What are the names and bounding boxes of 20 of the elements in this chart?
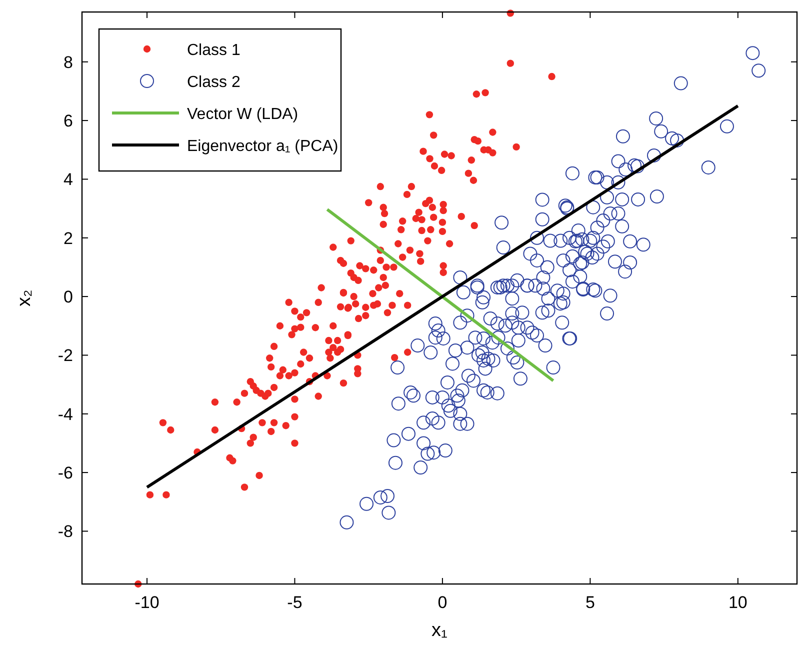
- y-tick-label: -6: [58, 464, 73, 483]
- y-tick-label: 0: [64, 288, 73, 307]
- y-axis-title: x₂: [14, 290, 35, 306]
- legend-label: Vector W (LDA): [187, 106, 298, 123]
- legend-label: Eigenvector a₁ (PCA): [187, 138, 338, 155]
- y-tick-label: -2: [58, 346, 73, 366]
- y-tick-label: -4: [58, 404, 73, 424]
- legend-label: Class 1: [187, 42, 240, 59]
- x-tick-label: 0: [438, 593, 448, 612]
- x-axis-title: x₁: [432, 620, 448, 641]
- y-tick-label: 4: [64, 170, 73, 190]
- x-tick-label: 10: [728, 593, 748, 612]
- y-tick-label: 8: [64, 52, 73, 72]
- y-tick-label: 6: [64, 112, 73, 131]
- x-tick-label: -10: [134, 593, 160, 612]
- y-tick-label: 2: [64, 228, 73, 248]
- y-tick-label: -8: [58, 522, 73, 542]
- legend-label: Class 2: [187, 74, 240, 91]
- x-tick-label: -5: [287, 593, 302, 612]
- x-tick-label: 5: [585, 593, 595, 612]
